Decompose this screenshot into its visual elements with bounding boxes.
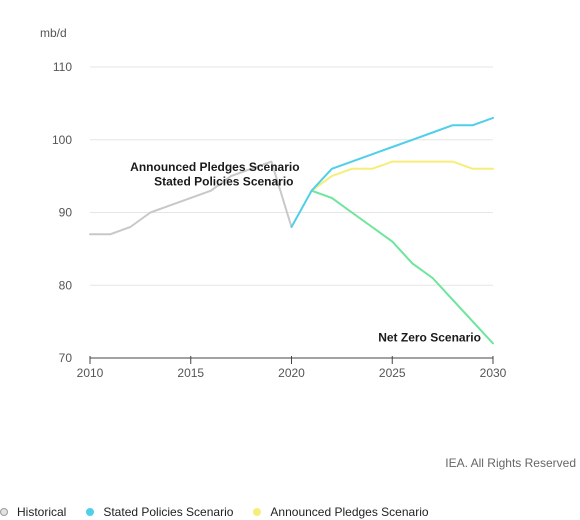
series-line-historical bbox=[89, 160, 293, 236]
x-tick-label-2030: 2030 bbox=[480, 366, 507, 380]
legend-label-stated-policies: Stated Policies Scenario bbox=[103, 505, 234, 519]
y-tick-label-110: 110 bbox=[53, 60, 72, 74]
legend-label-historical: Historical bbox=[17, 505, 67, 519]
y-axis-unit-label: mb/d bbox=[40, 26, 67, 40]
y-tick-label-100: 100 bbox=[52, 133, 72, 147]
x-tick-label-2010: 2010 bbox=[77, 366, 104, 380]
x-tick-label-2015: 2015 bbox=[177, 366, 204, 380]
legend-label-announced-pledges: Announced Pledges Scenario bbox=[270, 505, 429, 519]
legend-item-stated-policies[interactable]: Stated Policies Scenario bbox=[86, 505, 233, 519]
series-line-announced-pledges-scenario bbox=[310, 160, 494, 192]
legend-announced-marker-icon bbox=[253, 508, 262, 516]
legend-item-historical[interactable]: Historical bbox=[0, 505, 66, 519]
x-tick-label-2020: 2020 bbox=[278, 366, 305, 380]
series-line-net-zero-scenario bbox=[310, 189, 494, 345]
annotation-announced-pledges-scenario: Announced Pledges Scenario bbox=[130, 160, 299, 174]
credit-text: IEA. All Rights Reserved bbox=[445, 456, 576, 470]
annotation-net-zero-scenario: Net Zero Scenario bbox=[378, 330, 481, 344]
legend: Historical Stated Policies Scenario Anno… bbox=[0, 504, 449, 520]
x-tick-label-2025: 2025 bbox=[379, 366, 406, 380]
y-tick-label-70: 70 bbox=[59, 351, 73, 365]
series-line-stated-policies-scenario bbox=[290, 116, 494, 228]
y-tick-label-80: 80 bbox=[59, 278, 73, 292]
y-tick-label-90: 90 bbox=[59, 206, 73, 220]
legend-historical-marker-icon bbox=[0, 508, 8, 516]
legend-stated-marker-icon bbox=[86, 508, 95, 516]
annotation-stated-policies-scenario: Stated Policies Scenario bbox=[154, 175, 293, 189]
legend-item-announced-pledges[interactable]: Announced Pledges Scenario bbox=[253, 505, 429, 519]
